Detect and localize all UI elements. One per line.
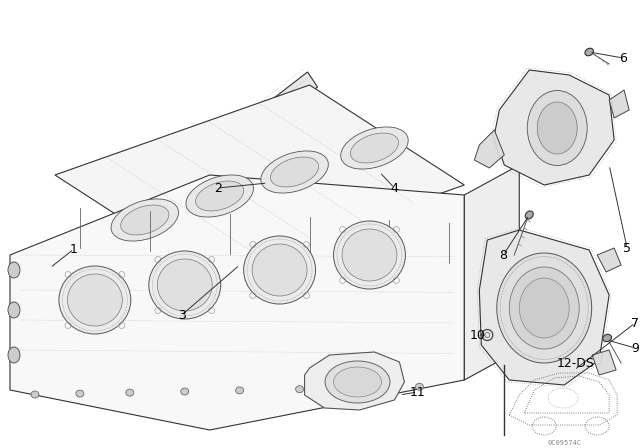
Ellipse shape (340, 127, 408, 169)
Polygon shape (28, 72, 317, 303)
Polygon shape (55, 85, 465, 275)
Ellipse shape (509, 267, 579, 349)
Ellipse shape (121, 205, 169, 235)
Ellipse shape (373, 163, 386, 181)
Ellipse shape (525, 211, 533, 219)
Ellipse shape (31, 391, 39, 398)
Ellipse shape (325, 361, 390, 403)
Ellipse shape (585, 48, 593, 56)
Ellipse shape (180, 388, 189, 395)
Ellipse shape (67, 274, 122, 326)
Ellipse shape (342, 229, 397, 281)
Polygon shape (597, 248, 621, 272)
Polygon shape (474, 130, 504, 168)
Ellipse shape (163, 176, 172, 184)
Polygon shape (609, 90, 629, 118)
Ellipse shape (527, 90, 587, 165)
Polygon shape (10, 175, 465, 430)
Text: 4: 4 (390, 181, 398, 194)
Text: 12-DS: 12-DS (556, 357, 594, 370)
Ellipse shape (603, 334, 612, 342)
Ellipse shape (261, 100, 270, 108)
Text: 0C09574C: 0C09574C (547, 440, 581, 446)
Text: 3: 3 (178, 309, 186, 322)
Ellipse shape (76, 390, 84, 397)
Ellipse shape (59, 266, 131, 334)
Text: 2: 2 (214, 181, 221, 194)
Ellipse shape (252, 244, 307, 296)
Ellipse shape (115, 214, 124, 222)
Ellipse shape (8, 347, 20, 363)
Polygon shape (465, 165, 519, 380)
Polygon shape (18, 185, 310, 370)
Ellipse shape (186, 175, 253, 217)
Ellipse shape (212, 138, 221, 146)
Ellipse shape (261, 151, 328, 193)
Polygon shape (592, 350, 616, 375)
Text: 10: 10 (469, 328, 485, 341)
Ellipse shape (296, 386, 303, 393)
Ellipse shape (157, 259, 212, 311)
Ellipse shape (65, 251, 74, 260)
Ellipse shape (13, 343, 39, 371)
Ellipse shape (355, 384, 364, 392)
Text: 11: 11 (410, 385, 426, 399)
Ellipse shape (333, 367, 381, 397)
Text: 1: 1 (70, 242, 78, 255)
Ellipse shape (148, 251, 221, 319)
Ellipse shape (369, 157, 390, 187)
Polygon shape (494, 70, 614, 185)
Ellipse shape (415, 383, 424, 390)
Polygon shape (479, 230, 609, 385)
Ellipse shape (22, 284, 44, 307)
Ellipse shape (236, 387, 244, 394)
Polygon shape (305, 352, 404, 410)
Ellipse shape (350, 133, 399, 163)
Ellipse shape (8, 262, 20, 278)
Ellipse shape (196, 181, 244, 211)
Ellipse shape (8, 302, 20, 318)
Ellipse shape (497, 253, 591, 363)
Text: 7: 7 (631, 316, 639, 329)
Ellipse shape (333, 221, 405, 289)
Text: 5: 5 (623, 241, 631, 254)
Text: 8: 8 (499, 249, 508, 262)
Ellipse shape (244, 236, 316, 304)
Ellipse shape (271, 157, 319, 187)
Ellipse shape (519, 278, 569, 338)
Ellipse shape (264, 180, 271, 186)
Ellipse shape (288, 184, 315, 212)
Text: 9: 9 (631, 341, 639, 354)
Ellipse shape (126, 389, 134, 396)
Ellipse shape (537, 102, 577, 154)
Ellipse shape (111, 199, 179, 241)
Text: 6: 6 (619, 52, 627, 65)
